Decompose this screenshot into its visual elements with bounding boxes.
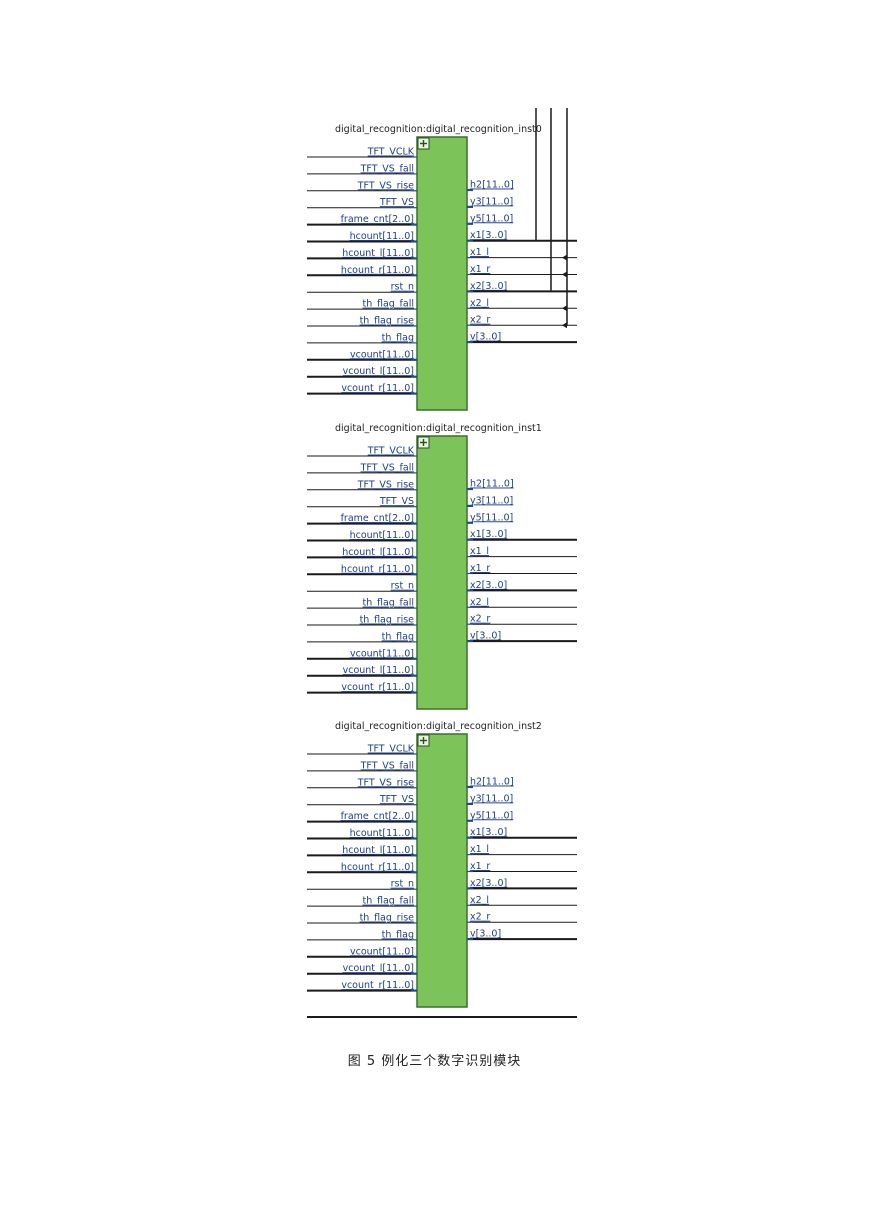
input-port-label: vcount_l[11..0] — [343, 665, 414, 676]
output-port-label: x2_r — [470, 614, 490, 625]
output-port-label: x1[3..0] — [470, 827, 507, 838]
input-port-label: th_flag — [382, 929, 414, 940]
output-port-label: y3[11..0] — [470, 495, 513, 506]
module-title: digital_recognition:digital_recognition_… — [335, 124, 542, 135]
input-port-label: vcount[11..0] — [350, 946, 414, 957]
output-port-label: x1_l — [470, 247, 489, 258]
input-port-label: TFT_VS_rise — [357, 180, 414, 191]
output-port-label: y5[11..0] — [470, 512, 513, 523]
input-port-label: TFT_VCLK — [367, 147, 415, 158]
input-port-label: th_flag — [382, 332, 414, 343]
junction-arrow — [562, 305, 567, 312]
output-port-label: x2[3..0] — [470, 878, 507, 889]
input-port-label: frame_cnt[2..0] — [341, 214, 414, 225]
output-port-label: x1_l — [470, 844, 489, 855]
module-body — [416, 733, 468, 1008]
output-port-label: y3[11..0] — [470, 793, 513, 804]
output-port-label: v[3..0] — [470, 631, 501, 642]
output-port-label: h2[11..0] — [470, 777, 514, 788]
output-port-label: x2[3..0] — [470, 580, 507, 591]
input-port-label: TFT_VS — [379, 794, 414, 805]
module-body — [416, 435, 468, 710]
output-port-label: v[3..0] — [470, 929, 501, 940]
junction-arrow — [562, 271, 567, 278]
figure-caption: 图 5 例化三个数字识别模块 — [347, 1054, 522, 1069]
input-port-label: vcount_l[11..0] — [343, 366, 414, 377]
input-port-label: th_flag — [382, 631, 414, 642]
module-block: digital_recognition:digital_recognition_… — [307, 124, 577, 411]
input-port-label: rst_n — [391, 282, 414, 293]
module-block: digital_recognition:digital_recognition_… — [307, 423, 577, 710]
input-port-label: hcount[11..0] — [350, 828, 414, 839]
junction-arrow — [562, 322, 567, 329]
expand-plus-icon[interactable] — [417, 436, 430, 449]
expand-plus-icon[interactable] — [417, 734, 430, 747]
routing-wires — [535, 108, 568, 329]
output-port-label: x1_r — [470, 861, 490, 872]
input-port-label: TFT_VCLK — [367, 744, 415, 755]
output-port-label: x1[3..0] — [470, 529, 507, 540]
input-port-label: hcount_l[11..0] — [342, 845, 414, 856]
output-port-label: v[3..0] — [470, 332, 501, 343]
input-port-label: th_flag_fall — [362, 896, 414, 907]
input-port-label: hcount[11..0] — [350, 231, 414, 242]
input-port-label: rst_n — [391, 879, 414, 890]
input-port-label: hcount_l[11..0] — [342, 547, 414, 558]
output-port-label: y5[11..0] — [470, 810, 513, 821]
input-port-label: TFT_VS_rise — [357, 479, 414, 490]
input-port-label: vcount[11..0] — [350, 648, 414, 659]
input-port-label: th_flag_rise — [360, 615, 415, 626]
module-title: digital_recognition:digital_recognition_… — [335, 721, 542, 732]
input-port-label: frame_cnt[2..0] — [341, 811, 414, 822]
input-port-label: hcount_r[11..0] — [341, 265, 414, 276]
output-port-label: x2_l — [470, 597, 489, 608]
module-body — [416, 136, 468, 411]
output-port-label: x1_r — [470, 264, 490, 275]
module-block: digital_recognition:digital_recognition_… — [307, 721, 577, 1008]
input-port-label: th_flag_fall — [362, 299, 414, 310]
input-port-label: th_flag_rise — [360, 316, 415, 327]
input-port-label: th_flag_fall — [362, 598, 414, 609]
input-port-label: vcount_r[11..0] — [341, 383, 414, 394]
input-port-label: TFT_VS — [379, 496, 414, 507]
module-title: digital_recognition:digital_recognition_… — [335, 423, 542, 434]
input-port-label: TFT_VS_fall — [360, 462, 414, 473]
input-port-label: vcount[11..0] — [350, 349, 414, 360]
output-port-label: x2_l — [470, 895, 489, 906]
junction-arrow — [562, 254, 567, 261]
output-port-label: x2_r — [470, 912, 490, 923]
input-port-label: TFT_VCLK — [367, 446, 415, 457]
input-port-label: hcount[11..0] — [350, 530, 414, 541]
input-port-label: hcount_r[11..0] — [341, 564, 414, 575]
output-port-label: x2[3..0] — [470, 281, 507, 292]
output-port-label: x2_r — [470, 315, 490, 326]
input-port-label: TFT_VS_rise — [357, 777, 414, 788]
expand-plus-icon[interactable] — [417, 137, 430, 150]
input-port-label: TFT_VS_fall — [360, 760, 414, 771]
input-port-label: TFT_VS_fall — [360, 163, 414, 174]
input-port-label: hcount_r[11..0] — [341, 862, 414, 873]
output-port-label: x1_r — [470, 563, 490, 574]
output-port-label: y3[11..0] — [470, 196, 513, 207]
output-port-label: h2[11..0] — [470, 180, 514, 191]
output-port-label: x1_l — [470, 546, 489, 557]
input-port-label: frame_cnt[2..0] — [341, 513, 414, 524]
input-port-label: TFT_VS — [379, 197, 414, 208]
input-port-label: vcount_l[11..0] — [343, 963, 414, 974]
input-port-label: vcount_r[11..0] — [341, 682, 414, 693]
input-port-label: hcount_l[11..0] — [342, 248, 414, 259]
output-port-label: x1[3..0] — [470, 230, 507, 241]
input-port-label: rst_n — [391, 581, 414, 592]
input-port-label: th_flag_rise — [360, 913, 415, 924]
output-port-label: x2_l — [470, 298, 489, 309]
output-port-label: h2[11..0] — [470, 479, 514, 490]
output-port-label: y5[11..0] — [470, 213, 513, 224]
input-port-label: vcount_r[11..0] — [341, 980, 414, 991]
